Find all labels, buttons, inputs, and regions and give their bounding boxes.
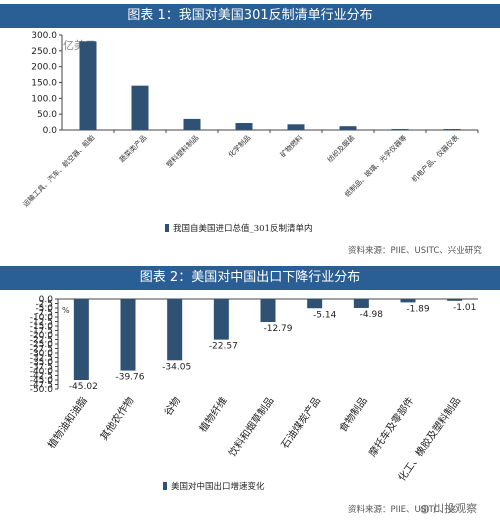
chart2-y-tick-label: -45.0	[30, 376, 54, 386]
chart2-data-label: -1.89	[406, 304, 430, 314]
chart2-y-tick-label: -30.0	[30, 349, 54, 359]
chart2-bar	[260, 299, 276, 323]
chart1-bar	[443, 129, 461, 130]
chart1-y-tick-label: 250.0	[31, 47, 57, 57]
chart1-category-label: 矿物燃料	[278, 133, 304, 159]
chart1-y-tick-label: 0.0	[43, 126, 58, 136]
chart2-y-tick-label: -40.0	[30, 367, 54, 377]
chart2-data-label: -34.05	[162, 362, 191, 372]
chart1-bar	[131, 85, 149, 130]
chart1-y-tick-label: 300.0	[31, 31, 57, 41]
chart2-bar	[213, 299, 229, 340]
chart1-bar	[339, 126, 357, 130]
chart2-data-label: -12.79	[263, 324, 292, 334]
watermark-text: 川投观察	[433, 502, 478, 515]
chart2-y-tick-label: -27.5	[30, 345, 53, 355]
chart2-category-label: 植物油和油脂	[45, 394, 90, 451]
chart2-bar	[167, 299, 183, 361]
chart1-bar	[235, 123, 253, 130]
chart2-category-label: 食物制品	[336, 394, 370, 434]
watermark-bubble-icon: ◍	[420, 502, 430, 515]
chart2-category-label: 摩托车及零部件	[366, 394, 417, 459]
chart2-y-tick-label: -17.5	[30, 327, 53, 337]
chart1-bar	[287, 124, 305, 130]
chart2-plot: 0.0-2.5-5.0-7.5-10.0-12.5-15.0-17.5-20.0…	[30, 295, 478, 492]
chart2-y-tick-label: -5.0	[35, 304, 53, 314]
chart1-bar	[79, 41, 97, 131]
chart2-y-tick-label: -15.0	[30, 322, 54, 332]
chart2-y-tick-label: -25.0	[30, 340, 54, 350]
chart1-bar	[391, 129, 409, 130]
chart2-bar	[307, 299, 323, 309]
chart2-bar	[447, 299, 463, 301]
chart2-y-tick-label: -12.5	[30, 318, 53, 328]
chart1-y-tick-label: 200.0	[31, 63, 57, 73]
chart2-y-tick-label: -42.5	[30, 372, 53, 382]
chart1-y-tick-label: 100.0	[31, 94, 57, 104]
chart2-category-label: 石油煤炭产品	[278, 394, 323, 451]
chart2-y-tick-label: -10.0	[30, 313, 54, 323]
chart2-y-tick-label: -50.0	[30, 385, 54, 395]
chart2-data-label: -39.76	[115, 373, 144, 383]
chart2-bar	[400, 299, 416, 303]
chart1-category-label: 塑料塑料制品	[164, 133, 200, 169]
chart2-y-tick-label: -37.5	[30, 363, 53, 373]
chart2-data-label: -5.14	[313, 310, 337, 320]
wechat-watermark: ◍ 川投观察	[420, 500, 477, 516]
chart2-y-tick-label: 0.0	[39, 295, 54, 305]
chart1-title-banner: 图表 1：我国对美国301反制清单行业分布	[0, 4, 500, 28]
chart2-data-label: -45.02	[69, 382, 98, 392]
chart2-bar	[120, 299, 136, 371]
chart1-category-label: 蔬菜类产品	[117, 133, 148, 164]
chart1-category-label: 机电产品、仪器仪表	[410, 133, 461, 184]
chart2-y-tick-label: -2.5	[35, 300, 53, 310]
chart2-y-tick-label: -20.0	[30, 331, 54, 341]
chart2-y-tick-label: -47.5	[30, 381, 53, 391]
chart2-bar	[73, 299, 89, 381]
chart1-category-label: 运输工具、汽车、航空器、船舶	[21, 133, 97, 209]
chart2-category-label: 植物纤维	[196, 394, 230, 434]
chart1-y-tick-label: 150.0	[31, 79, 57, 89]
chart2-category-label: 饮料和烟草制品	[226, 394, 277, 459]
chart2-category-label: 谷物	[161, 394, 183, 418]
chart2-bar	[353, 299, 369, 308]
chart2-y-tick-label: -22.5	[30, 336, 53, 346]
chart1-legend-swatch	[165, 224, 169, 232]
chart1-y-tick-label: 50.0	[37, 110, 57, 120]
chart2-title-banner: 图表 2：美国对中国出口下降行业分布	[0, 266, 500, 290]
chart1-category-label: 化学制品	[226, 133, 252, 159]
chart1-source-note: 资料来源：PIIE、USITC、兴业研究	[348, 246, 482, 256]
chart1-category-label: 纺织及服装	[325, 133, 356, 164]
chart2-category-label: 其他农作物	[97, 394, 136, 442]
chart2-legend-label: 美国对中国出口增速变化	[171, 481, 265, 492]
chart1-plot: 300.0250.0200.0150.0100.050.00.0亿美元运输工具、…	[21, 31, 479, 234]
chart2-legend-swatch	[163, 482, 167, 490]
chart1-bar	[183, 118, 201, 130]
chart2-y-tick-label: -35.0	[30, 358, 54, 368]
chart1-legend-label: 我国自美国进口总值_301反制清单内	[173, 223, 312, 234]
chart2-data-label: -4.98	[360, 310, 384, 320]
chart2-unit-label: %	[62, 306, 70, 315]
chart2-source-note: 资料来源：PIIE、USITC、兴	[348, 505, 457, 515]
chart2-data-label: -1.01	[453, 303, 476, 313]
chart2-y-tick-label: -32.5	[30, 354, 53, 364]
chart2-y-tick-label: -7.5	[35, 309, 53, 319]
chart2-data-label: -22.57	[209, 342, 238, 352]
